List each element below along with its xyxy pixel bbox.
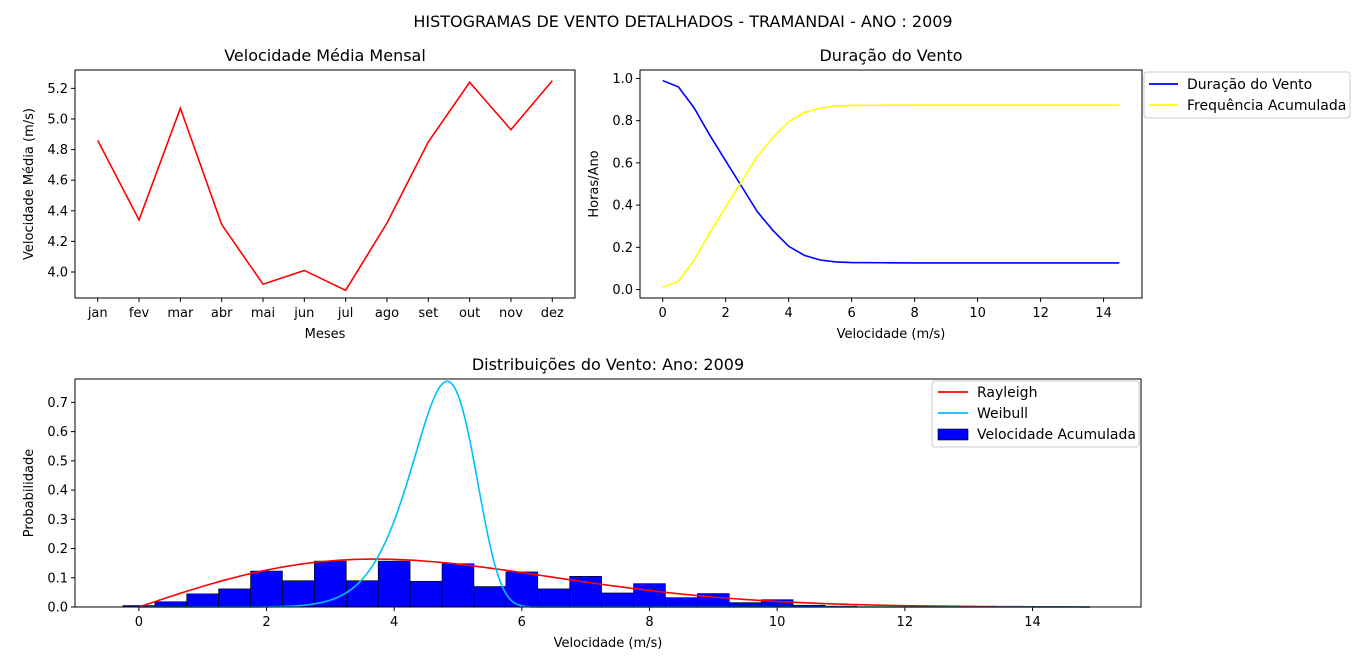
legend-entry: Velocidade Acumulada	[977, 427, 1136, 443]
y-tick-label: 0.5	[47, 454, 68, 469]
y-tick-label: 0.4	[47, 484, 68, 499]
histogram-bar	[473, 586, 507, 608]
y-tick-label: 1.0	[612, 72, 633, 87]
legend: Rayleigh Weibull Velocidade Acumulada	[931, 380, 1140, 448]
histogram-bar	[441, 563, 475, 608]
y-tick-label: 0.1	[47, 571, 68, 586]
axes-frame	[639, 69, 1143, 299]
y-tick-label: 5.2	[47, 82, 68, 97]
y-tick-label: 0.7	[47, 396, 68, 411]
legend-entry: Rayleigh	[977, 385, 1037, 401]
histogram-bar	[505, 571, 539, 608]
series-line-duracao	[662, 79, 1120, 264]
y-tick-label: 0.6	[612, 156, 633, 171]
x-tick-label: 10	[769, 615, 786, 630]
y-tick-label: 5.0	[47, 112, 68, 127]
axes-frame	[74, 69, 576, 299]
histogram-bar	[665, 597, 698, 608]
x-tick-label: 8	[645, 615, 653, 630]
y-tick-label: 0.0	[47, 601, 68, 616]
x-tick-label-dez: dez	[541, 306, 564, 321]
x-tick-label: 0	[659, 306, 667, 321]
x-tick-label: 6	[847, 306, 855, 321]
y-tick-label: 0.0	[612, 283, 633, 298]
histogram-bar	[537, 588, 571, 608]
x-axis-label: Velocidade (m/s)	[837, 327, 946, 342]
legend-entry: Weibull	[977, 406, 1028, 422]
histogram-bar	[633, 583, 666, 608]
figure-suptitle: HISTOGRAMAS DE VENTO DETALHADOS - TRAMAN…	[413, 12, 952, 31]
x-tick-label-out: out	[459, 306, 480, 321]
chart-title: Distribuições do Vento: Ano: 2009	[472, 355, 744, 374]
y-tick-label: 0.3	[47, 513, 68, 528]
x-tick-label-jan: jan	[87, 306, 108, 321]
x-tick-label: 12	[897, 615, 914, 630]
series-line-frequencia	[662, 104, 1120, 289]
y-tick-label: 0.6	[47, 425, 68, 440]
x-tick-label: 14	[1024, 615, 1041, 630]
histogram-bar	[409, 580, 443, 608]
wind-distribution-chart: Distribuições do Vento: Ano: 2009 Velocid…	[22, 355, 1142, 651]
legend: Duração do Vento Frequência Acumulada	[1143, 71, 1351, 119]
x-tick-label-abr: abr	[211, 306, 233, 321]
curve-rayleigh	[138, 558, 1090, 608]
x-tick-label-jul: jul	[337, 306, 353, 321]
series-line-monthly-speed	[97, 80, 553, 292]
monthly-speed-chart: Velocidade Média Mensal Meses Velocidade M…	[22, 46, 576, 342]
x-axis-label: Meses	[305, 327, 346, 342]
legend-entry: Duração do Vento	[1187, 77, 1312, 93]
x-tick-label: 4	[390, 615, 398, 630]
histogram-bar	[186, 593, 219, 608]
x-tick-label: 10	[969, 306, 986, 321]
x-tick-label-jun: jun	[293, 306, 314, 321]
y-tick-label: 4.6	[47, 174, 68, 189]
x-tick-label: 2	[262, 615, 270, 630]
histogram-bar	[345, 580, 379, 608]
wind-duration-chart: Duração do Vento Velocidade (m/s) Horas/An…	[587, 46, 1351, 342]
x-tick-label: 0	[135, 615, 143, 630]
x-tick-label: 6	[518, 615, 526, 630]
x-axis-label: Velocidade (m/s)	[554, 636, 663, 651]
y-tick-label: 4.2	[47, 235, 68, 250]
y-tick-label: 0.2	[47, 542, 68, 557]
legend-box	[1143, 71, 1351, 119]
x-tick-label: 2	[722, 306, 730, 321]
histogram-bar	[282, 580, 315, 608]
y-tick-label: 0.2	[612, 241, 633, 256]
y-tick-label: 4.4	[47, 204, 68, 219]
legend-entry: Frequência Acumulada	[1187, 98, 1346, 114]
x-tick-label: 4	[785, 306, 793, 321]
x-tick-label-fev: fev	[129, 306, 150, 321]
y-axis-label: Probabilidade	[22, 449, 37, 537]
x-tick-label-ago: ago	[375, 306, 399, 321]
chart-title: Duração do Vento	[819, 46, 962, 65]
y-axis-label: Velocidade Média (m/s)	[22, 108, 37, 260]
y-tick-label: 4.8	[47, 143, 68, 158]
y-tick-label: 0.8	[612, 114, 633, 129]
y-axis-label: Horas/Ano	[587, 150, 602, 217]
x-tick-label-mai: mai	[251, 306, 275, 321]
x-tick-label: 12	[1032, 306, 1049, 321]
x-tick-label: 14	[1095, 306, 1112, 321]
histogram-bar	[218, 588, 251, 608]
axes-frame	[74, 378, 1142, 608]
y-tick-label: 0.4	[612, 199, 633, 214]
x-tick-label: 8	[910, 306, 918, 321]
histogram-bar	[250, 570, 283, 608]
histogram-bar	[601, 592, 634, 608]
x-tick-label-nov: nov	[499, 306, 523, 321]
y-tick-label: 4.0	[47, 265, 68, 280]
legend-box	[931, 380, 1140, 448]
x-tick-label-set: set	[418, 306, 438, 321]
histogram-bar	[377, 560, 411, 608]
chart-title: Velocidade Média Mensal	[224, 46, 426, 65]
x-tick-label-mar: mar	[167, 306, 194, 321]
legend-swatch	[937, 428, 969, 441]
